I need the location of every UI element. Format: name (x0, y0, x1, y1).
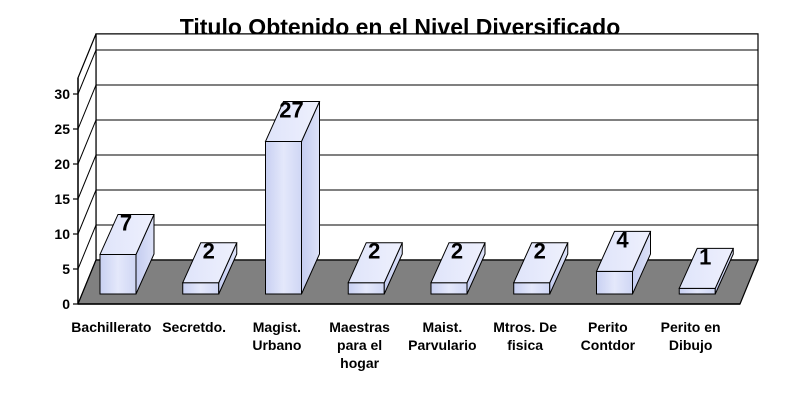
back-wall (95, 33, 759, 261)
data-label: 2 (203, 239, 215, 264)
bar-top (595, 230, 652, 272)
data-label: 2 (534, 239, 546, 264)
gridline (77, 154, 758, 200)
gridline (77, 84, 758, 130)
bar-top (347, 242, 404, 284)
y-tick-label: 30 (54, 86, 70, 102)
data-label: 4 (616, 227, 629, 252)
gridline (77, 189, 758, 235)
y-tick-label: 0 (62, 296, 70, 312)
x-tick-label: Mtros. De fisica (493, 319, 558, 353)
y-tick-label: 5 (62, 261, 70, 277)
bar-top (99, 213, 155, 255)
data-labels: 7 2 27 2 2 2 4 1 (120, 97, 712, 269)
x-tick-label: Maist. Parvulario (408, 319, 477, 353)
bar-top (512, 242, 569, 284)
data-label: 27 (279, 97, 303, 122)
bar-top (430, 242, 486, 284)
bar-top (264, 100, 321, 142)
bar-front (182, 282, 220, 295)
bar-front (513, 282, 551, 295)
floor (77, 259, 759, 305)
chart-walls (77, 33, 759, 305)
y-tick-label: 10 (54, 226, 70, 242)
gridline (77, 119, 758, 165)
x-tick-label: Perito Contdor (580, 319, 636, 353)
bars (99, 100, 735, 295)
x-tick-label: Perito en Dibujo (660, 319, 721, 353)
bar-front (678, 287, 716, 295)
bar-top (678, 247, 735, 289)
data-label: 2 (451, 239, 463, 264)
data-label: 7 (120, 210, 132, 235)
gridlines (77, 49, 758, 270)
y-tick-label: 20 (54, 156, 70, 172)
bar-top (181, 242, 238, 284)
gridline (77, 49, 758, 95)
x-tick-label: Magist. Urbano (252, 319, 302, 353)
gridline (77, 224, 758, 270)
data-label: 2 (368, 239, 380, 264)
x-tick-label: Bachillerato (71, 319, 152, 335)
y-tick-label: 15 (54, 191, 70, 207)
x-tick-label: Maestras para el hogar (329, 319, 390, 371)
bar-front (596, 270, 633, 295)
bar-front (347, 282, 385, 295)
bar-front (430, 282, 468, 295)
data-label: 1 (699, 244, 711, 269)
bar-front (99, 253, 137, 295)
bar-front (265, 140, 302, 295)
x-tick-label: Secretdo. (162, 319, 227, 335)
y-tick-label: 25 (54, 121, 70, 137)
y-axis: 0 5 10 15 20 25 30 (54, 77, 740, 312)
